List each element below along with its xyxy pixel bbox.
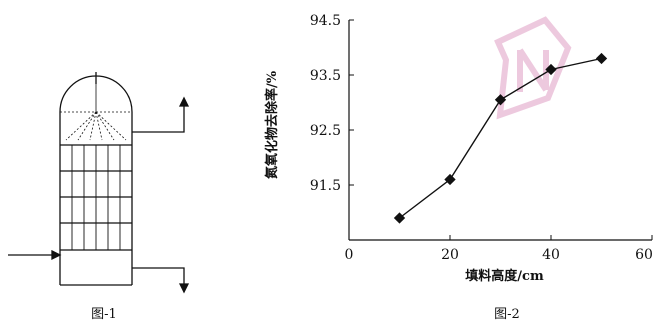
data-point <box>444 173 456 186</box>
packed-tower-diagram <box>8 72 190 294</box>
figure1-caption: 图-1 <box>91 307 117 322</box>
y-tick-label: 93.5 <box>310 68 341 84</box>
x-tick-label: 40 <box>542 247 560 263</box>
y-tick-label: 94.5 <box>310 13 341 29</box>
data-point <box>595 52 608 65</box>
x-tick-label: 60 <box>635 247 653 263</box>
figure2-caption: 图-2 <box>494 307 520 322</box>
data-point <box>393 212 406 224</box>
series-line <box>399 57 602 219</box>
x-tick-label: 20 <box>441 247 459 263</box>
removal-rate-chart: 91.5 92.5 93.5 94.5 0 20 40 60 氮氧化物去除率/% 填料高度/… <box>264 13 653 284</box>
x-tick-label: 0 <box>345 247 354 263</box>
y-tick-label: 91.5 <box>310 178 341 194</box>
y-axis-label: 氮氧化物去除率/% <box>264 70 280 179</box>
y-tick-label: 92.5 <box>310 123 341 139</box>
watermark-logo <box>494 16 572 120</box>
x-axis-label: 填料高度/cm <box>465 268 544 284</box>
